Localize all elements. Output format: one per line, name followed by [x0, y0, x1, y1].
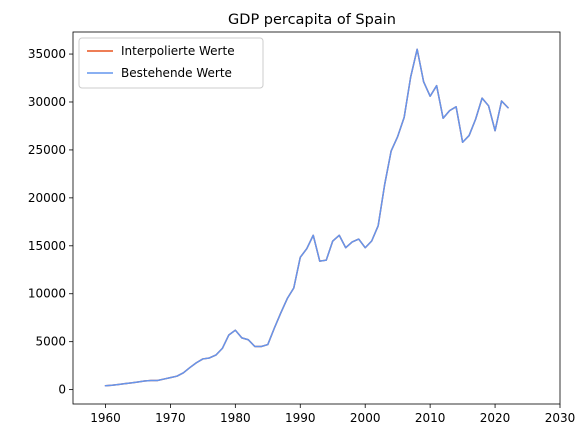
- series-layer: [104, 48, 509, 387]
- x-tick-label: 1970: [155, 411, 186, 425]
- y-tick-label: 30000: [28, 95, 66, 109]
- x-tick-label: 1960: [90, 411, 121, 425]
- x-tick-label: 1990: [285, 411, 316, 425]
- x-tick-label: 1980: [220, 411, 251, 425]
- legend: Interpolierte Werte Bestehende Werte: [78, 37, 264, 89]
- y-tick-label: 35000: [28, 47, 66, 61]
- legend-box: [78, 37, 264, 89]
- x-tick-label: 2000: [350, 411, 381, 425]
- y-tick-label: 25000: [28, 143, 66, 157]
- x-tick-label: 2020: [480, 411, 511, 425]
- y-tick-label: 10000: [28, 287, 66, 301]
- x-tick-label: 2030: [545, 411, 576, 425]
- axes-layer: 1960 1970 1980 1990 2000 2010 2020 2030 0 5000 100…: [28, 31, 576, 425]
- y-tick-label: 15000: [28, 239, 66, 253]
- y-tick-label: 0: [58, 383, 66, 397]
- chart-title: GDP percapita of Spain: [228, 12, 396, 28]
- y-tick-label: 20000: [28, 191, 66, 205]
- legend-label-1: Interpolierte Werte: [121, 44, 235, 58]
- x-tick-label: 2010: [415, 411, 446, 425]
- plot-frame: [72, 31, 561, 405]
- series-line-1: [104, 48, 509, 387]
- series-line-2: [104, 48, 509, 387]
- legend-label-2: Bestehende Werte: [121, 66, 232, 80]
- y-tick-label: 5000: [35, 335, 66, 349]
